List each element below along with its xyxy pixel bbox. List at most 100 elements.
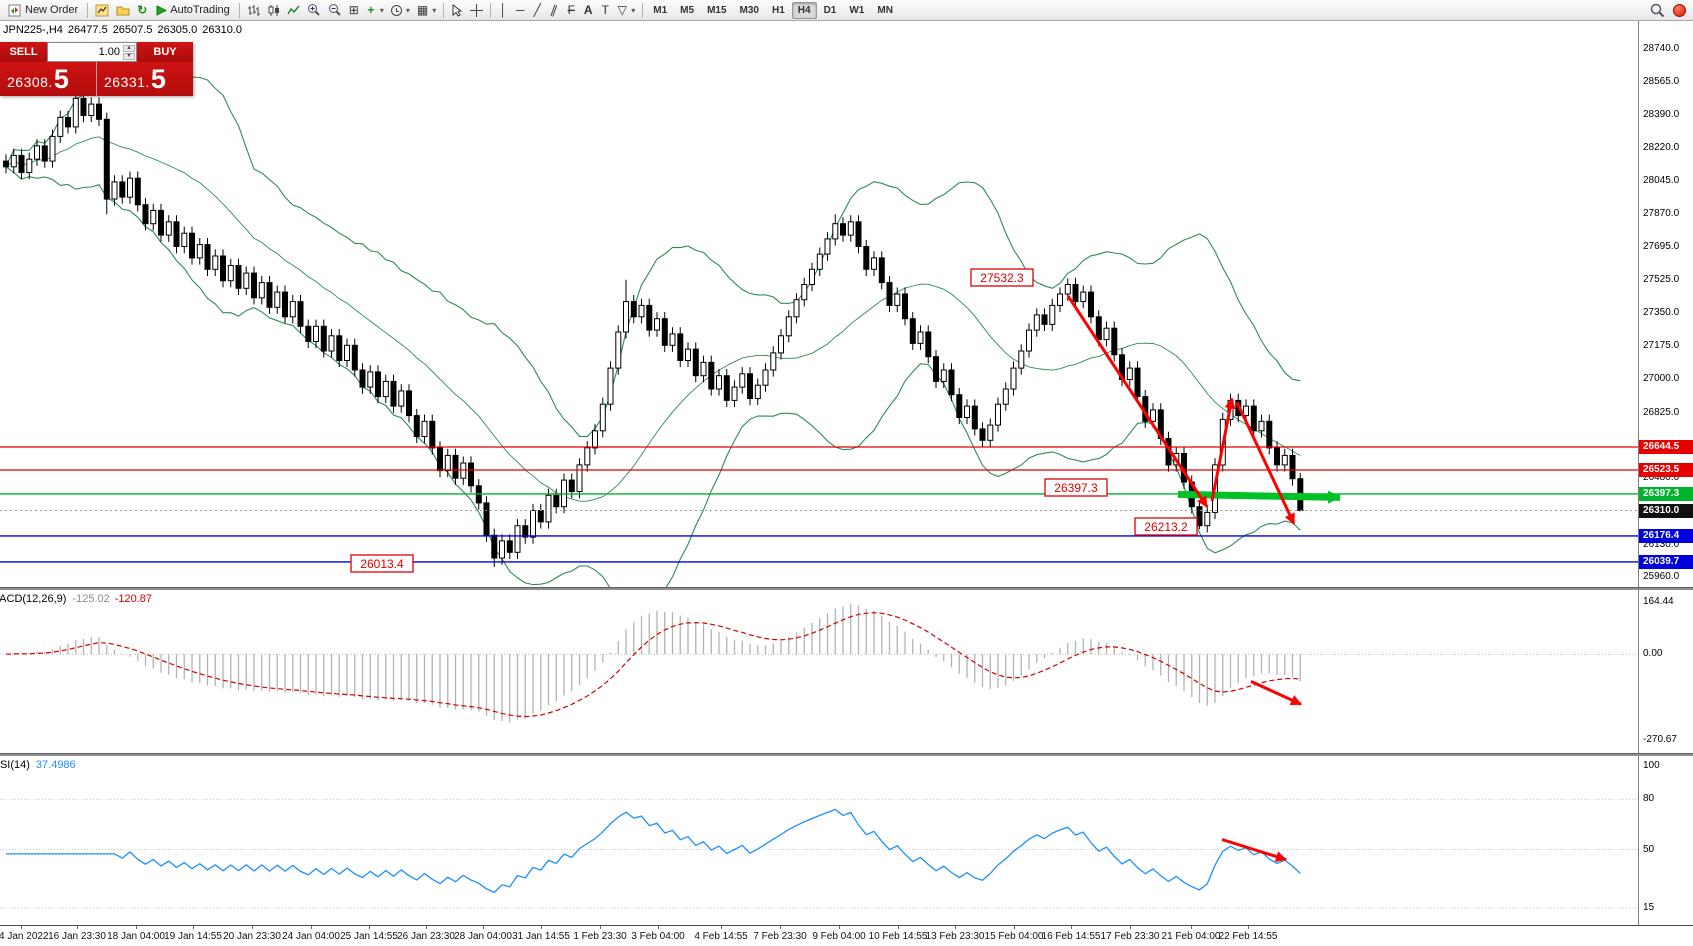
ohlc-low: 26305.0 [157, 24, 198, 36]
line-chart-button[interactable] [284, 1, 303, 20]
search-button[interactable] [1647, 1, 1668, 20]
cursor-button[interactable] [448, 1, 466, 20]
trendline-button[interactable]: ╱ [529, 1, 545, 20]
thick-green-trend-line[interactable] [1177, 490, 1341, 504]
price-scale[interactable]: 28740.0 28565.0 28390.0 28220.0 28045.0 27870… [1638, 21, 1693, 587]
price-scale-label: 26480.0 [1643, 472, 1680, 483]
macd-histogram [13, 604, 1301, 723]
templates-button[interactable]: ▦ ▾ [414, 1, 439, 20]
svg-text:26213.2: 26213.2 [1144, 520, 1188, 534]
trend-arrow[interactable] [1221, 838, 1287, 862]
rsi-canvas[interactable] [0, 756, 1638, 925]
timeframe-button-h1[interactable]: H1 [766, 2, 791, 19]
indicators-button[interactable]: + ▾ [363, 1, 387, 20]
time-tick [77, 926, 78, 929]
timeframe-button-h4[interactable]: H4 [791, 1, 817, 19]
new-order-button[interactable]: New Order [3, 1, 83, 20]
price-tag: 26523.5 [1639, 463, 1693, 477]
price-callout[interactable]: 26013.4 [350, 554, 414, 573]
time-label: 25 Jan 14:55 [340, 931, 398, 942]
candlestick-chart-button[interactable] [264, 1, 283, 20]
time-label: 19 Jan 14:55 [164, 931, 222, 942]
timeframe-button-m15[interactable]: M15 [701, 2, 732, 19]
shapes-button[interactable]: ▽ ▾ [614, 1, 638, 20]
time-label: 16 Feb 14:55 [1041, 931, 1101, 942]
rsi-name: RSI(14) [0, 759, 30, 771]
time-tick [955, 926, 956, 929]
buy-price[interactable]: 26331. 5 [96, 62, 193, 96]
price-scale-label: 27175.0 [1643, 340, 1680, 351]
trendline-icon: ╱ [533, 3, 541, 17]
bars-icon [247, 4, 260, 16]
main-chart-canvas[interactable]: 27532.3 26397.3 26213.2 26013.4 [0, 21, 1638, 587]
timeframe-button-mn[interactable]: MN [871, 2, 899, 19]
text-button[interactable]: A [580, 1, 596, 20]
zoom-in-button[interactable] [304, 1, 324, 20]
time-label: 7 Feb 23:30 [753, 931, 807, 942]
bar-chart-button[interactable] [244, 1, 263, 20]
new-order-icon [8, 4, 21, 16]
price-callout[interactable]: 27532.3 [970, 268, 1034, 287]
svg-text:26013.4: 26013.4 [360, 557, 404, 571]
macd-value-main: -125.02 [72, 593, 110, 605]
timeframe-button-w1[interactable]: W1 [843, 2, 870, 19]
price-scale-label: 28565.0 [1643, 76, 1680, 87]
profiles-button[interactable] [113, 1, 133, 20]
macd-scale[interactable]: 164.44 0.00 -270.67 [1638, 590, 1693, 753]
rsi-scale[interactable]: 100 80 50 15 [1638, 756, 1693, 925]
macd-canvas[interactable] [0, 590, 1638, 753]
volume-stepper[interactable]: ▲ ▼ [123, 44, 135, 60]
autotrading-button[interactable]: AutoTrading [151, 1, 235, 20]
trend-arrow[interactable] [1066, 295, 1209, 508]
zoom-out-button[interactable] [325, 1, 345, 20]
text-label-button[interactable]: T [597, 1, 613, 20]
sell-price-pips: 5 [53, 64, 69, 94]
new-chart-button[interactable] [92, 1, 112, 20]
panel-splitter[interactable] [0, 587, 1693, 590]
timeframe-button-m30[interactable]: M30 [734, 2, 765, 19]
time-label: 9 Feb 04:00 [812, 931, 866, 942]
price-scale-label: 27350.0 [1643, 307, 1680, 318]
refresh-button[interactable]: ↻ [134, 1, 150, 20]
price-tag: 26397.3 [1639, 487, 1693, 501]
rsi-scale-label: 80 [1643, 793, 1655, 804]
macd-scale-label: 0.00 [1643, 648, 1663, 659]
timeframe-button-d1[interactable]: D1 [818, 2, 843, 19]
price-callout[interactable]: 26397.3 [1044, 478, 1108, 497]
time-label: 20 Jan 23:30 [223, 931, 281, 942]
zoom-out-icon [328, 4, 341, 16]
vertical-line-button[interactable]: │ [495, 1, 511, 20]
time-tick [426, 926, 427, 929]
price-tag: 26310.0 [1639, 504, 1693, 518]
time-label: 10 Feb 14:55 [868, 931, 928, 942]
macd-label: MACD(12,26,9) -125.02 -120.87 [0, 593, 152, 605]
time-label: 15 Feb 04:00 [984, 931, 1044, 942]
autotrading-play-icon [156, 4, 168, 16]
horizontal-line-button[interactable]: ─ [512, 1, 528, 20]
tile-windows-button[interactable]: ⊞ [346, 1, 362, 20]
tile-windows-icon: ⊞ [348, 3, 359, 17]
timeframe-button-m1[interactable]: M1 [647, 2, 673, 19]
panel-splitter[interactable] [0, 753, 1693, 756]
timeframe-button-m5[interactable]: M5 [674, 2, 700, 19]
time-tick [252, 926, 253, 929]
rsi-line [6, 808, 1301, 894]
volume-input[interactable]: 1.00 ▲ ▼ [47, 42, 137, 62]
crosshair-button[interactable] [467, 1, 486, 20]
time-label: 22 Feb 14:55 [1218, 931, 1278, 942]
sell-price[interactable]: 26308. 5 [0, 62, 96, 96]
svg-text:27532.3: 27532.3 [980, 271, 1024, 285]
periods-button[interactable]: ▾ [388, 1, 413, 20]
channel-button[interactable]: ∥ [546, 1, 562, 20]
chevron-down-icon: ▾ [379, 5, 384, 15]
fibonacci-button[interactable]: F [563, 1, 579, 20]
buy-button[interactable]: BUY [137, 42, 193, 62]
sell-button[interactable]: SELL [0, 42, 47, 62]
trend-arrow[interactable] [1250, 680, 1302, 706]
connection-status-icon[interactable] [1673, 3, 1686, 17]
trend-arrow[interactable] [1210, 397, 1236, 502]
price-callout[interactable]: 26213.2 [1134, 517, 1198, 536]
trend-arrow[interactable] [1235, 401, 1296, 525]
price-scale-label: 28045.0 [1643, 175, 1680, 186]
